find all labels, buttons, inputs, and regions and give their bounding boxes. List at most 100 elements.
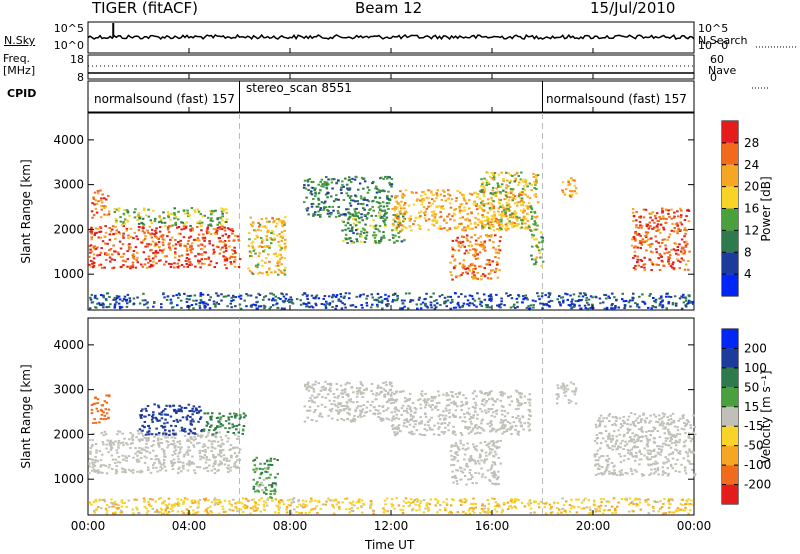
data-cell [664, 426, 667, 429]
data-cell [445, 409, 448, 412]
data-cell [476, 196, 479, 199]
data-cell [185, 257, 189, 259]
data-cell [453, 476, 457, 479]
data-cell [90, 229, 93, 232]
data-cell [668, 256, 672, 259]
data-cell [173, 262, 176, 265]
data-cell [200, 258, 203, 261]
data-cell [494, 474, 498, 477]
data-cell [285, 293, 288, 296]
data-cell [489, 277, 493, 280]
data-cell [649, 293, 652, 295]
data-cell [342, 213, 345, 216]
data-cell [664, 456, 667, 459]
data-cell [661, 466, 664, 469]
data-cell [117, 441, 120, 444]
data-cell [396, 240, 399, 242]
data-cell [342, 199, 346, 201]
data-cell [270, 496, 273, 499]
data-cell [201, 254, 204, 257]
data-cell [472, 446, 476, 448]
data-cell [122, 234, 125, 237]
data-cell [162, 432, 165, 435]
data-cell [277, 297, 280, 299]
data-cell [451, 246, 454, 249]
data-cell [501, 204, 504, 207]
data-cell [251, 246, 255, 249]
data-cell [436, 422, 440, 425]
data-cell [140, 416, 143, 419]
data-cell [270, 232, 273, 234]
data-cell [180, 446, 183, 449]
data-cell [197, 411, 200, 414]
data-cell [383, 393, 387, 396]
data-cell [380, 209, 384, 212]
data-cell [460, 400, 463, 403]
data-cell [137, 212, 141, 215]
data-cell [203, 214, 206, 217]
data-cell [310, 180, 314, 183]
data-cell [204, 449, 207, 451]
data-cell [356, 240, 359, 243]
data-cell [667, 295, 671, 298]
data-cell [197, 210, 201, 213]
data-cell [366, 186, 370, 189]
data-cell [497, 305, 501, 308]
data-cell [166, 446, 169, 449]
data-cell [189, 229, 193, 232]
data-cell [374, 394, 378, 397]
data-cell [160, 218, 163, 221]
data-cell [657, 228, 661, 231]
data-cell [184, 259, 188, 262]
data-cell [222, 209, 225, 212]
data-cell [126, 302, 129, 305]
data-cell [495, 191, 499, 194]
data-cell [683, 219, 687, 221]
data-cell [477, 223, 480, 226]
data-cell [426, 401, 429, 404]
data-cell [687, 210, 691, 212]
data-cell [494, 270, 498, 273]
data-cell [621, 298, 624, 301]
data-cell [628, 299, 632, 302]
data-cell [194, 265, 197, 268]
data-cell [444, 300, 448, 303]
data-cell [581, 295, 585, 298]
data-cell [201, 215, 205, 218]
data-cell [159, 442, 163, 444]
data-cell [496, 182, 499, 185]
data-cell [151, 420, 154, 423]
data-cell [650, 269, 653, 271]
data-cell [303, 385, 307, 387]
data-cell [94, 227, 98, 230]
data-cell [535, 243, 539, 246]
data-cell [344, 306, 347, 309]
data-cell [619, 426, 622, 429]
data-cell [669, 296, 673, 298]
data-cell [245, 305, 248, 308]
data-cell [226, 305, 229, 308]
data-cell [145, 456, 148, 459]
data-cell [512, 305, 515, 308]
data-cell [231, 228, 234, 231]
data-cell [331, 306, 334, 308]
data-cell [526, 298, 529, 301]
data-cell [104, 418, 108, 421]
data-cell [470, 295, 474, 298]
data-cell [398, 222, 402, 225]
data-cell [405, 399, 409, 402]
data-cell [483, 225, 487, 228]
data-cell [348, 230, 352, 232]
data-cell [419, 403, 422, 406]
data-cell [433, 210, 436, 213]
data-cell [449, 206, 453, 209]
data-cell [374, 298, 378, 301]
data-cell [653, 221, 656, 224]
data-cell [218, 454, 221, 457]
data-cell [666, 416, 669, 419]
data-cell [185, 463, 189, 466]
data-cell [452, 430, 455, 433]
data-cell [359, 294, 362, 296]
data-cell [634, 264, 637, 267]
data-cell [122, 232, 125, 235]
